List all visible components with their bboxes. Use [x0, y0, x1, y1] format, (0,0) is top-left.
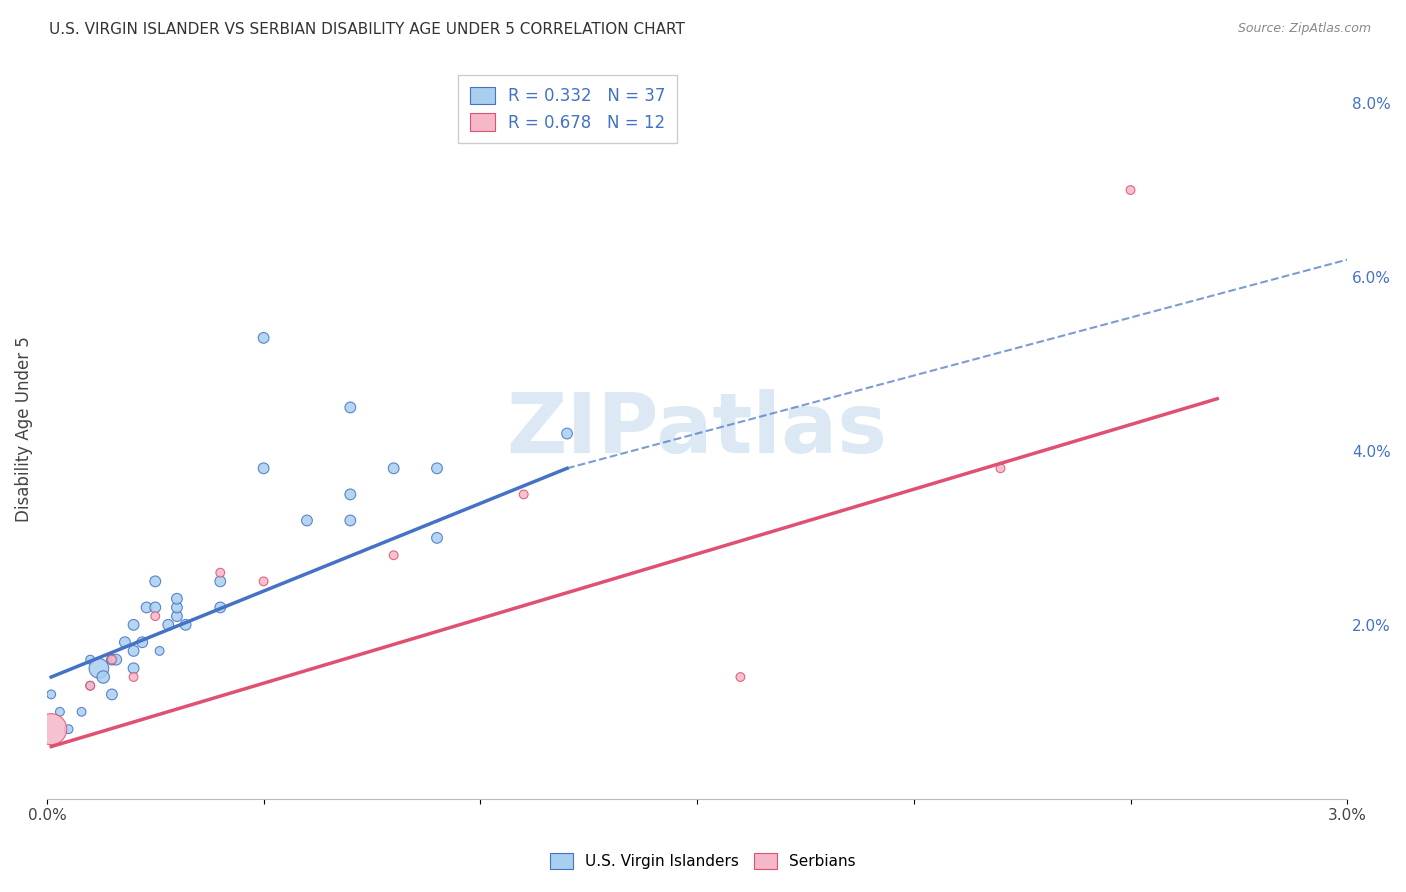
- Point: [131, 635, 153, 649]
- Point: [39, 687, 62, 701]
- Point: [105, 652, 128, 666]
- Point: [79, 679, 101, 693]
- Point: [149, 644, 172, 658]
- Point: [382, 461, 405, 475]
- Point: [101, 687, 124, 701]
- Text: Source: ZipAtlas.com: Source: ZipAtlas.com: [1237, 22, 1371, 36]
- Point: [426, 531, 449, 545]
- Point: [87, 661, 110, 675]
- Point: [79, 652, 101, 666]
- Legend: R = 0.332   N = 37, R = 0.678   N = 12: R = 0.332 N = 37, R = 0.678 N = 12: [458, 75, 678, 144]
- Point: [91, 670, 114, 684]
- Text: ZIPatlas: ZIPatlas: [506, 389, 887, 470]
- Point: [252, 461, 274, 475]
- Point: [157, 617, 180, 632]
- Point: [990, 461, 1012, 475]
- Point: [555, 426, 578, 441]
- Text: U.S. VIRGIN ISLANDER VS SERBIAN DISABILITY AGE UNDER 5 CORRELATION CHART: U.S. VIRGIN ISLANDER VS SERBIAN DISABILI…: [49, 22, 685, 37]
- Point: [122, 670, 145, 684]
- Point: [339, 514, 361, 528]
- Point: [122, 644, 145, 658]
- Point: [143, 600, 166, 615]
- Point: [122, 661, 145, 675]
- Point: [122, 617, 145, 632]
- Point: [101, 652, 124, 666]
- Point: [339, 401, 361, 415]
- Point: [209, 566, 232, 580]
- Point: [339, 487, 361, 501]
- Point: [166, 600, 188, 615]
- Point: [166, 609, 188, 624]
- Point: [382, 549, 405, 563]
- Point: [114, 635, 136, 649]
- Point: [49, 705, 72, 719]
- Point: [730, 670, 752, 684]
- Point: [58, 722, 80, 736]
- Point: [209, 574, 232, 589]
- Point: [70, 705, 93, 719]
- Point: [135, 600, 157, 615]
- Point: [252, 331, 274, 345]
- Point: [101, 652, 124, 666]
- Point: [209, 600, 232, 615]
- Y-axis label: Disability Age Under 5: Disability Age Under 5: [15, 336, 32, 522]
- Point: [252, 574, 274, 589]
- Legend: U.S. Virgin Islanders, Serbians: U.S. Virgin Islanders, Serbians: [544, 847, 862, 875]
- Point: [1119, 183, 1142, 197]
- Point: [39, 722, 62, 736]
- Point: [512, 487, 534, 501]
- Point: [166, 591, 188, 606]
- Point: [79, 679, 101, 693]
- Point: [143, 609, 166, 624]
- Point: [426, 461, 449, 475]
- Point: [174, 617, 197, 632]
- Point: [143, 574, 166, 589]
- Point: [295, 514, 318, 528]
